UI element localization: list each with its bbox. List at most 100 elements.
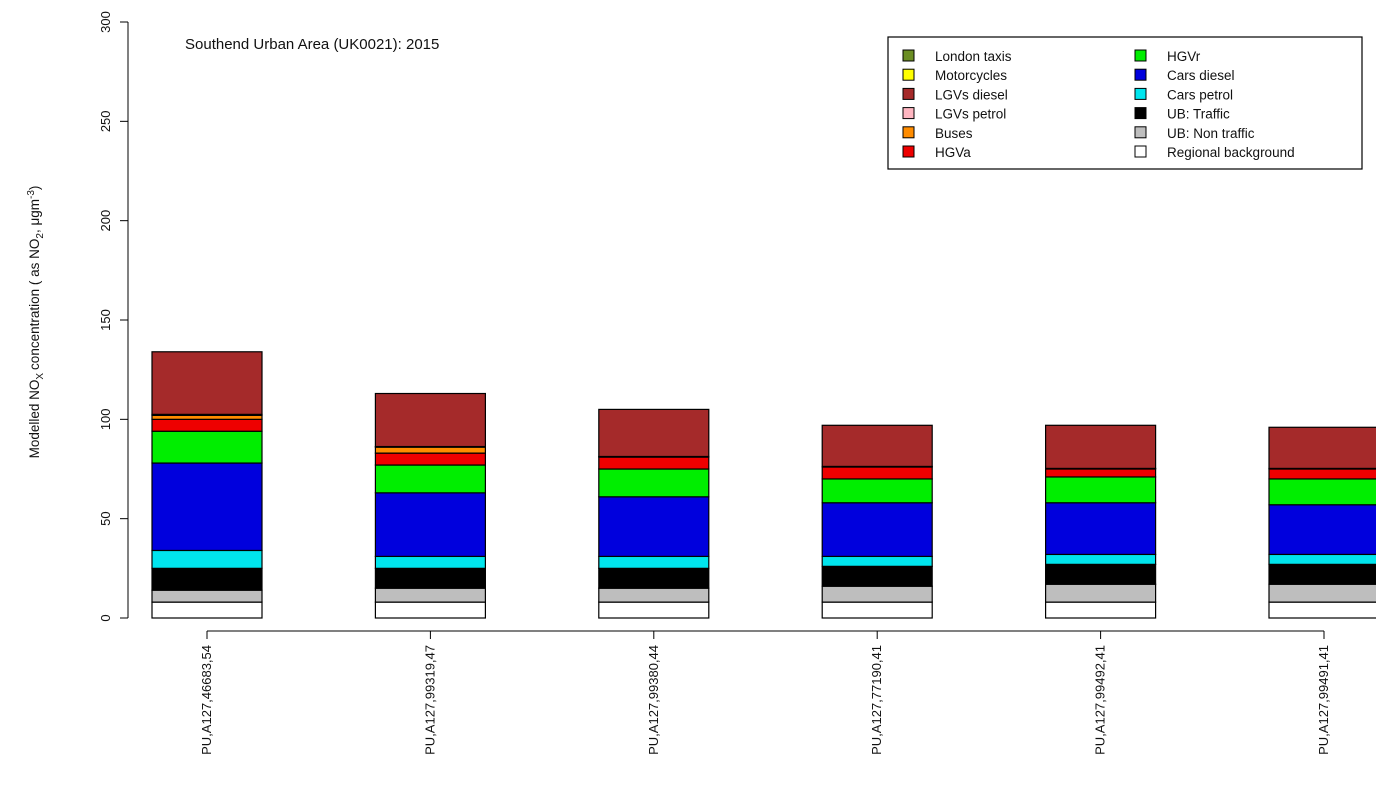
bar-segment-hgva xyxy=(598,456,710,470)
legend-swatch xyxy=(1134,49,1147,62)
legend-label: Cars diesel xyxy=(1167,68,1235,83)
bar-segment-hgvr xyxy=(374,464,486,494)
legend-label: Buses xyxy=(935,126,973,141)
bar-segment-buses xyxy=(374,446,486,454)
bar-segment-regional-background xyxy=(374,601,486,619)
bar-stack xyxy=(1268,426,1376,619)
legend-item: Cars diesel xyxy=(1134,68,1235,83)
chart-title: Southend Urban Area (UK0021): 2015 xyxy=(185,36,439,53)
bar-segment-cars-diesel xyxy=(151,462,263,552)
axes: 0 50 100 150 200 250 300 PU,A127,46683,54 PU,A12… xyxy=(98,11,1331,755)
y-label-close: ) xyxy=(27,186,42,191)
bar-segment-hgvr xyxy=(151,430,263,464)
bar-segment-cars-petrol xyxy=(374,555,486,569)
legend-box xyxy=(887,36,1363,170)
bar-segment-lgvs-diesel xyxy=(598,408,710,458)
bar-segment-cars-diesel xyxy=(821,502,933,558)
y-tick-label: 150 xyxy=(98,309,113,331)
y-label-sub1: X xyxy=(35,373,46,380)
bar-segment-hgva xyxy=(1268,468,1376,480)
bar-stack xyxy=(1044,424,1157,619)
bar-segment-ub-traffic xyxy=(374,567,486,589)
bar-segment-regional-background xyxy=(598,601,710,619)
legend-label: Regional background xyxy=(1167,145,1295,160)
legend-item: HGVa xyxy=(902,145,971,160)
bar-segment-hgva xyxy=(1044,468,1157,478)
bar-segment-ub-non-traffic xyxy=(598,587,710,603)
y-tick-label: 0 xyxy=(98,614,113,621)
legend-label: HGVa xyxy=(935,145,971,160)
bar-segment-hgva xyxy=(374,452,486,466)
bar-stack xyxy=(374,392,486,619)
bar-segment-cars-petrol xyxy=(598,555,710,569)
y-label-mid: as NO xyxy=(27,239,42,281)
bar-segment-cars-petrol xyxy=(151,549,263,569)
y-tick-label: 250 xyxy=(98,110,113,132)
bar-segment-hgva xyxy=(821,466,933,480)
legend-swatch xyxy=(1134,107,1147,120)
legend-label: HGVr xyxy=(1167,49,1201,64)
y-tick-label: 100 xyxy=(98,408,113,430)
y-tick-label: 200 xyxy=(98,210,113,232)
bar-segment-cars-petrol xyxy=(1044,553,1157,565)
bar-segment-hgvr xyxy=(1268,478,1376,506)
bar-segment-regional-background xyxy=(1044,601,1157,619)
x-tick-label: PU,A127,46683,54 xyxy=(199,645,214,755)
legend-swatch xyxy=(1134,145,1147,158)
y-tick-label: 300 xyxy=(98,11,113,33)
legend-item: LGVs diesel xyxy=(902,87,1008,102)
legend-item: Buses xyxy=(902,126,973,141)
x-tick-label: PU,A127,99380,44 xyxy=(646,645,661,755)
legend-swatch xyxy=(902,145,915,158)
legend-item: LGVs petrol xyxy=(902,107,1006,122)
legend-item: UB: Non traffic xyxy=(1134,126,1255,141)
legend-swatch xyxy=(902,87,915,100)
legend-swatch xyxy=(902,126,915,139)
legend-label: UB: Traffic xyxy=(1167,107,1230,122)
legend-label: London taxis xyxy=(935,49,1012,64)
bar-segment-ub-non-traffic xyxy=(1268,583,1376,603)
bar-segment-hgvr xyxy=(1044,476,1157,504)
legend-item: Regional background xyxy=(1134,145,1295,160)
legend-swatch xyxy=(902,68,915,81)
legend-swatch xyxy=(902,49,915,62)
legend-swatch xyxy=(1134,126,1147,139)
legend-label: LGVs diesel xyxy=(935,87,1008,102)
bar-segment-lgvs-diesel xyxy=(374,392,486,448)
y-label-open: concentration ( xyxy=(27,280,42,370)
legend-item: HGVr xyxy=(1134,49,1201,64)
legend-item: Motorcycles xyxy=(902,68,1007,83)
bar-segment-regional-background xyxy=(821,601,933,619)
bar-segment-lgvs-diesel xyxy=(821,424,933,468)
legend-swatch xyxy=(902,107,915,120)
bar-segment-cars-petrol xyxy=(1268,553,1376,565)
legend-swatch xyxy=(1134,68,1147,81)
legend-item: Cars petrol xyxy=(1134,87,1233,102)
bar-segment-ub-non-traffic xyxy=(1044,583,1157,603)
y-label-sub2: 2 xyxy=(35,233,46,239)
legend-label: Motorcycles xyxy=(935,68,1007,83)
y-tick-label: 50 xyxy=(98,511,113,525)
bar-segment-lgvs-diesel xyxy=(1268,426,1376,470)
bar-segment-ub-traffic xyxy=(821,565,933,587)
bar-segment-regional-background xyxy=(151,601,263,619)
bar-segment-ub-traffic xyxy=(1044,563,1157,585)
bar-stack xyxy=(151,351,263,619)
x-tick-label: PU,A127,77190,41 xyxy=(869,645,884,755)
bar-segment-hgva xyxy=(151,418,263,432)
bar-segment-ub-traffic xyxy=(598,567,710,589)
bar-stack xyxy=(598,408,710,619)
bar-segment-cars-diesel xyxy=(1044,502,1157,556)
bar-segment-ub-non-traffic xyxy=(151,589,263,603)
legend: London taxis Motorcycles LGVs diesel LGVs p… xyxy=(887,36,1363,170)
bar-segment-ub-non-traffic xyxy=(374,587,486,603)
bar-segment-hgvr xyxy=(598,468,710,498)
bars xyxy=(151,351,1376,619)
legend-swatch xyxy=(1134,87,1147,100)
y-label-sup: -3 xyxy=(26,190,37,199)
legend-label: UB: Non traffic xyxy=(1167,126,1255,141)
bar-segment-ub-traffic xyxy=(1268,563,1376,585)
y-label-prefix: Modelled NO xyxy=(27,380,42,459)
